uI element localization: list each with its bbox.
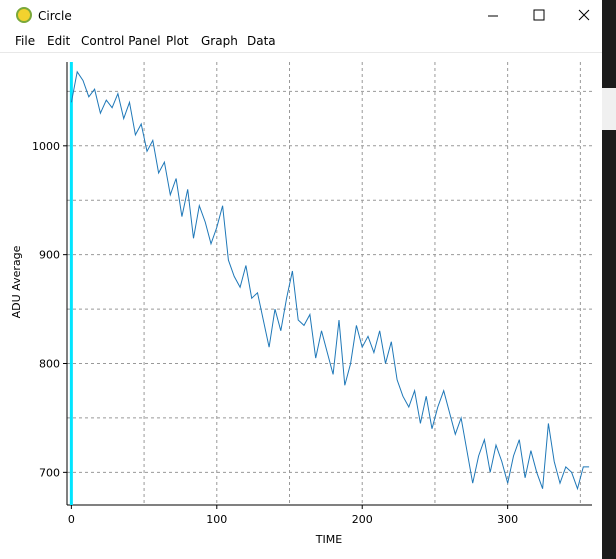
chart: ADU Average TIME 0 100 200 300 700 800 900 1000 xyxy=(10,62,592,546)
y-axis-label: ADU Average xyxy=(10,245,23,318)
title-bar: Circle xyxy=(0,0,602,32)
menu-item[interactable]: File xyxy=(15,34,36,48)
menu-item[interactable]: Edit xyxy=(47,34,71,48)
menu-item[interactable]: Plot xyxy=(166,34,189,48)
y-tick-label: 800 xyxy=(39,358,60,371)
window: Circle File Edit Control Panel Plot Grap… xyxy=(0,0,602,559)
menu-bar: File Edit Control Panel Plot Graph Data xyxy=(0,32,602,53)
menu-item[interactable]: Control Panel xyxy=(81,34,161,48)
app-icon xyxy=(16,7,32,23)
menu-item[interactable]: Graph xyxy=(201,34,238,48)
x-axis-label: TIME xyxy=(315,533,342,546)
y-tick-label: 1000 xyxy=(32,140,60,153)
x-tick-label: 200 xyxy=(352,513,373,526)
maximize[interactable] xyxy=(533,9,545,21)
y-tick-label: 900 xyxy=(39,249,60,262)
window-title: Circle xyxy=(38,9,72,23)
y-tick-label: 700 xyxy=(39,466,60,479)
background-window xyxy=(602,88,616,130)
title-icons xyxy=(16,7,590,23)
x-tick-label: 300 xyxy=(497,513,518,526)
x-tick-label: 0 xyxy=(68,513,75,526)
x-tick-label: 100 xyxy=(206,513,227,526)
close[interactable] xyxy=(578,9,590,21)
data-line xyxy=(70,70,590,491)
menu-item[interactable]: Data xyxy=(247,34,276,48)
